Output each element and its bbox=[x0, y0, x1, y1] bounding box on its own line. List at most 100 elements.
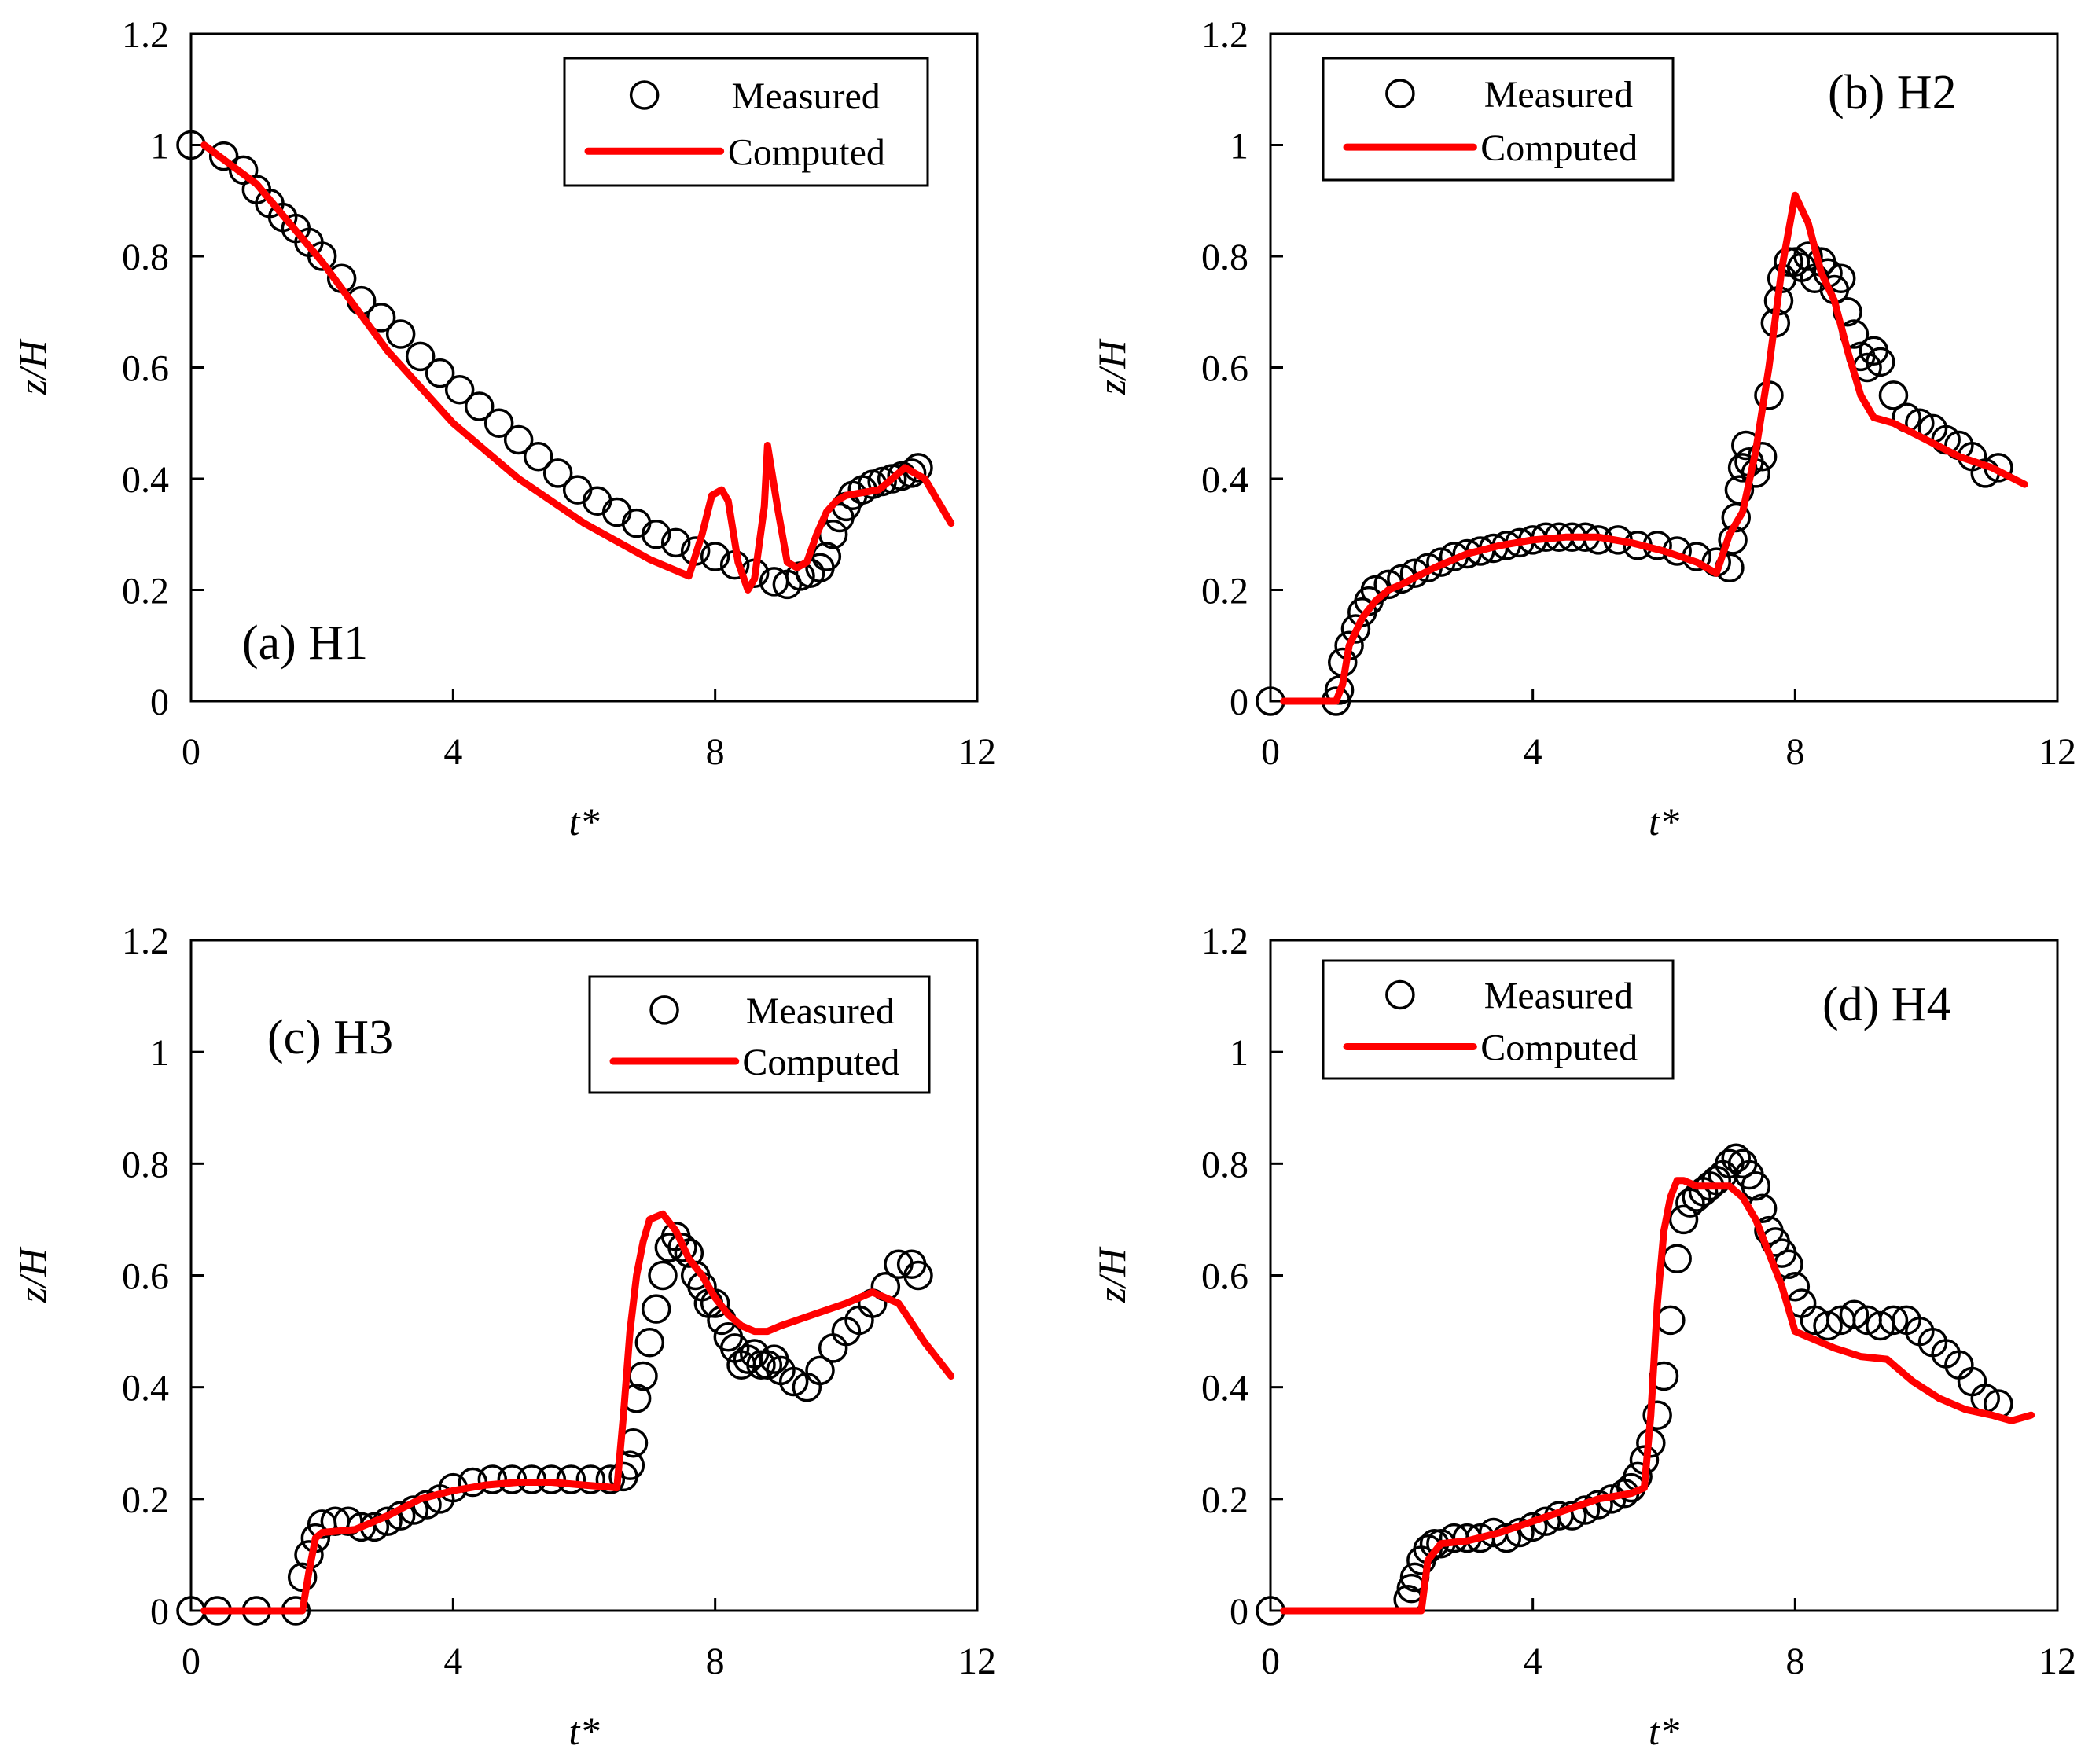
measured-point bbox=[634, 1328, 665, 1358]
legend-label-computed: Computed bbox=[1480, 1027, 1638, 1069]
y-tick-label: 0.8 bbox=[122, 237, 169, 278]
legend: Measured Computed bbox=[1322, 959, 1675, 1080]
measured-point bbox=[700, 1288, 730, 1318]
computed-series-line bbox=[1280, 191, 2028, 705]
measured-point bbox=[575, 1464, 606, 1494]
measured-point bbox=[1340, 614, 1371, 644]
y-axis-label: z/H bbox=[10, 338, 54, 395]
measured-point bbox=[778, 1366, 809, 1397]
x-tick-label: 4 bbox=[1524, 1641, 1542, 1682]
legend-box bbox=[588, 975, 931, 1094]
measured-point bbox=[405, 341, 436, 372]
x-tick-label: 0 bbox=[1261, 731, 1280, 773]
y-tick-label: 0.4 bbox=[122, 1368, 169, 1409]
x-tick-label: 0 bbox=[182, 731, 200, 773]
x-tick-label: 12 bbox=[958, 731, 996, 773]
y-tick-label: 0.6 bbox=[122, 348, 169, 390]
legend-label-measured: Measured bbox=[746, 990, 895, 1032]
measured-point bbox=[1747, 441, 1778, 472]
y-tick-label: 0.4 bbox=[1201, 459, 1248, 501]
x-axis-label: t* bbox=[569, 1709, 600, 1753]
y-tick-label: 1.2 bbox=[122, 14, 169, 56]
measured-point bbox=[1724, 475, 1755, 505]
panel-title: (a) H1 bbox=[242, 616, 368, 670]
measured-point bbox=[1878, 1305, 1909, 1336]
measured-point bbox=[1741, 1171, 1771, 1201]
legend-measured-marker-icon bbox=[649, 995, 679, 1025]
measured-point bbox=[425, 358, 455, 388]
legend-label-computed: Computed bbox=[1480, 127, 1638, 169]
measured-point bbox=[1491, 1523, 1522, 1553]
measured-point bbox=[1878, 380, 1909, 410]
measured-point bbox=[660, 527, 691, 558]
y-tick-label: 0 bbox=[1230, 682, 1248, 723]
y-tick-label: 0 bbox=[1230, 1591, 1248, 1633]
y-axis-label: z/H bbox=[1090, 1246, 1134, 1303]
legend: Measured Computed bbox=[563, 57, 929, 187]
y-tick-label: 0.4 bbox=[1201, 1368, 1248, 1409]
measured-point bbox=[1721, 502, 1752, 533]
chart-panel-c: 0 0.2 0.4 0.6 0.8 1 1.2 0 4 8 12 t* z/H (c) H3 Measure… bbox=[10, 921, 996, 1753]
y-tick-label: 1 bbox=[1230, 126, 1248, 167]
measured-point bbox=[542, 458, 573, 488]
legend-measured-marker-icon bbox=[1385, 979, 1415, 1010]
computed-series-line bbox=[200, 1210, 955, 1615]
x-tick-label: 8 bbox=[706, 1641, 725, 1682]
measured-point bbox=[752, 1350, 783, 1380]
x-tick-label: 4 bbox=[443, 731, 462, 773]
measured-point bbox=[503, 424, 534, 455]
measured-point bbox=[523, 441, 553, 472]
y-tick-label: 0 bbox=[150, 1591, 169, 1633]
x-tick-label: 0 bbox=[182, 1641, 200, 1682]
chart-panel-b: 0 0.2 0.4 0.6 0.8 1 1.2 0 4 8 12 t* z/H (b) H2 Measure… bbox=[1090, 14, 2076, 843]
y-tick-label: 1 bbox=[150, 1032, 169, 1074]
measured-point bbox=[307, 241, 337, 271]
legend-box bbox=[1322, 959, 1675, 1080]
measured-point bbox=[641, 1294, 671, 1324]
charts-container: 0 0.2 0.4 0.6 0.8 1 1.2 0 4 8 12 t* z/H (a) H1 Measure… bbox=[10, 14, 2076, 1753]
x-tick-label: 4 bbox=[443, 1641, 462, 1682]
y-tick-label: 0.4 bbox=[122, 459, 169, 501]
measured-point bbox=[746, 1350, 776, 1380]
legend: Measured Computed bbox=[1322, 57, 1675, 182]
measured-point bbox=[483, 408, 514, 438]
measured-point bbox=[464, 391, 495, 421]
measured-point bbox=[1866, 347, 1895, 377]
y-tick-label: 0.8 bbox=[122, 1144, 169, 1185]
y-tick-label: 0.2 bbox=[1201, 1479, 1248, 1521]
x-axis-label: t* bbox=[569, 799, 600, 843]
measured-point bbox=[648, 1260, 678, 1291]
measured-point bbox=[1839, 1299, 1870, 1330]
y-axis-label: z/H bbox=[10, 1246, 54, 1303]
measured-series bbox=[176, 130, 933, 600]
measured-point bbox=[1324, 675, 1355, 705]
computed-series-line bbox=[1280, 1177, 2035, 1615]
measured-point bbox=[1813, 1310, 1843, 1341]
measured-point bbox=[641, 520, 671, 549]
measured-point bbox=[477, 1464, 508, 1494]
y-tick-label: 0.6 bbox=[122, 1256, 169, 1298]
x-tick-label: 8 bbox=[1785, 731, 1804, 773]
measured-point bbox=[903, 1260, 933, 1291]
legend-box bbox=[1322, 57, 1675, 182]
y-axis-label: z/H bbox=[1090, 338, 1134, 395]
legend-measured-marker-icon bbox=[1385, 79, 1415, 108]
chart-panel-a: 0 0.2 0.4 0.6 0.8 1 1.2 0 4 8 12 t* z/H (a) H1 Measure… bbox=[10, 14, 996, 843]
measured-point bbox=[385, 319, 416, 349]
legend-measured-marker-icon bbox=[629, 80, 660, 110]
measured-point bbox=[805, 1355, 835, 1386]
measured-point bbox=[595, 1464, 626, 1494]
y-tick-label: 0.8 bbox=[1201, 1144, 1248, 1185]
x-tick-label: 0 bbox=[1261, 1641, 1280, 1682]
measured-point bbox=[208, 141, 239, 171]
y-tick-label: 1.2 bbox=[1201, 14, 1248, 56]
y-tick-label: 0.6 bbox=[1201, 1256, 1248, 1298]
measured-point bbox=[444, 375, 475, 405]
legend-label-measured: Measured bbox=[1484, 976, 1633, 1017]
panel-title: (c) H3 bbox=[267, 1011, 393, 1064]
y-tick-label: 0 bbox=[150, 682, 169, 723]
x-tick-label: 4 bbox=[1524, 731, 1542, 773]
x-tick-label: 12 bbox=[958, 1641, 996, 1682]
legend-label-measured: Measured bbox=[1484, 74, 1633, 116]
